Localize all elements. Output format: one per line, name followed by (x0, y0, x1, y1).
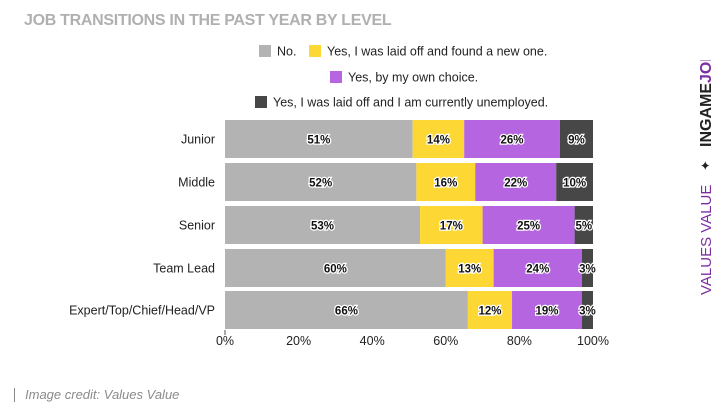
category-label-junior: Junior (181, 133, 215, 147)
data-label-middle-series-3: 22% (504, 178, 527, 190)
data-label-middle-series-1: 52% (309, 178, 332, 190)
bar-expert-top-chief-head-vp-series-2 (467, 291, 513, 329)
category-label-expert-top-chief-head-vp: Expert/Top/Chief/Head/VP (69, 304, 215, 318)
data-label-junior-series-2: 14% (427, 135, 450, 147)
bar-middle-series-3 (475, 163, 557, 201)
category-label-team-lead: Team Lead (153, 262, 215, 276)
bar-team-lead-series-3 (493, 249, 582, 287)
brand-job: JOB (698, 60, 715, 83)
bar-junior-series-2 (412, 120, 465, 158)
brand-values-value: VALUES VALUE (698, 185, 715, 295)
category-label-senior: Senior (179, 219, 215, 233)
legend-swatch-4 (255, 96, 267, 108)
legend-label-3: Yes, by my own choice. (348, 71, 478, 85)
legend-label-1: No. (277, 45, 296, 59)
y-axis-labels: Junior Middle Senior Team Lead Expert/Top/Ch… (69, 133, 215, 318)
x-tick-label-0: 0% (216, 334, 234, 348)
bar-junior-series-1 (225, 120, 413, 158)
legend-swatch-1 (259, 45, 271, 57)
legend-label-2: Yes, I was laid off and found a new one. (327, 45, 547, 59)
x-tick-label-5: 100% (577, 334, 609, 348)
legend: No. Yes, I was laid off and found a new o… (255, 45, 548, 110)
data-label-senior-series-4: 5% (575, 221, 592, 233)
svg-text:INGAMEJOB: INGAMEJOB (698, 60, 715, 147)
bar-expert-top-chief-head-vp-series-1 (225, 291, 468, 329)
bar-middle-series-4 (556, 163, 593, 201)
bar-senior-series-2 (420, 206, 483, 244)
brand-star-icon: ✦ (699, 160, 714, 171)
data-label-team-lead-series-1: 60% (324, 264, 347, 276)
data-label-team-lead-series-4: 3% (579, 264, 596, 276)
image-credit: Image credit: Values Value (14, 388, 179, 402)
brand-ingame: INGAME (698, 83, 715, 147)
data-label-senior-series-1: 53% (311, 221, 334, 233)
chart-title: JOB TRANSITIONS IN THE PAST YEAR BY LEVE… (24, 12, 392, 29)
legend-label-4: Yes, I was laid off and I am currently u… (273, 96, 548, 110)
x-tick-label-3: 60% (433, 334, 458, 348)
data-label-expert-top-chief-head-vp-series-3: 19% (535, 306, 558, 318)
bar-middle-series-2 (416, 163, 476, 201)
bar-team-lead-series-4 (581, 249, 593, 287)
x-tick-label-1: 20% (286, 334, 311, 348)
data-label-expert-top-chief-head-vp-series-1: 66% (335, 306, 358, 318)
plot-area: 51% 14% 26% 9% 52% 16% 22% 10% 53% 17% 25% 5% 60% 13%… (225, 120, 597, 329)
data-label-middle-series-2: 16% (434, 178, 457, 190)
data-label-junior-series-3: 26% (501, 135, 524, 147)
bar-junior-series-3 (464, 120, 560, 158)
bar-junior-series-4 (559, 120, 593, 158)
bar-senior-series-4 (574, 206, 593, 244)
bar-expert-top-chief-head-vp-series-3 (512, 291, 582, 329)
bar-team-lead-series-2 (445, 249, 494, 287)
bar-team-lead-series-1 (225, 249, 446, 287)
data-label-expert-top-chief-head-vp-series-2: 12% (478, 306, 501, 318)
legend-swatch-3 (330, 71, 342, 83)
bar-senior-series-3 (482, 206, 575, 244)
brand-logo: VALUES VALUE ✦ INGAMEJOB (698, 60, 715, 295)
data-label-junior-series-1: 51% (307, 135, 330, 147)
data-label-junior-series-4: 9% (568, 135, 585, 147)
x-tick-label-2: 40% (360, 334, 385, 348)
legend-swatch-2 (309, 45, 321, 57)
x-tick-label-4: 80% (507, 334, 532, 348)
data-label-senior-series-2: 17% (440, 221, 463, 233)
data-label-team-lead-series-3: 24% (526, 264, 549, 276)
category-label-middle: Middle (178, 176, 215, 190)
x-axis: 0% 20% 40% 60% 80% 100% (216, 330, 609, 348)
data-label-senior-series-3: 25% (517, 221, 540, 233)
bar-middle-series-1 (225, 163, 417, 201)
bar-expert-top-chief-head-vp-series-4 (581, 291, 593, 329)
bar-senior-series-1 (225, 206, 421, 244)
data-label-team-lead-series-2: 13% (458, 264, 481, 276)
data-label-middle-series-4: 10% (563, 178, 586, 190)
data-label-expert-top-chief-head-vp-series-4: 3% (579, 306, 596, 318)
